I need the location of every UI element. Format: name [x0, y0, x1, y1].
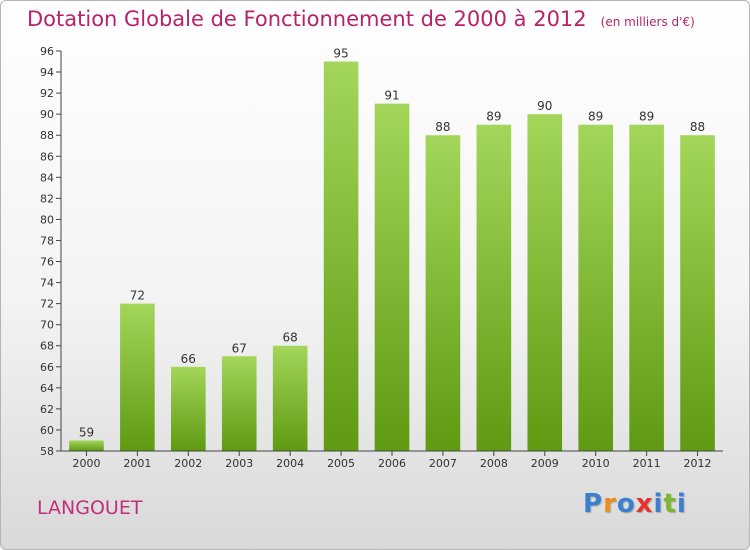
data-label-2009: 90 [537, 99, 552, 113]
x-tick-label: 2008 [480, 457, 508, 470]
chart-subtitle: (en milliers d'€) [600, 15, 695, 29]
logo-letter: i [676, 489, 687, 519]
bar-2002 [170, 366, 206, 451]
data-label-2001: 72 [130, 289, 145, 303]
y-tick-label: 62 [40, 403, 54, 416]
bar-2011 [629, 124, 664, 452]
logo-letter: t [663, 489, 677, 519]
bar-2000 [69, 440, 104, 451]
proxiti-logo: Proxiti [583, 489, 687, 519]
x-tick-label: 2002 [174, 457, 202, 470]
logo-letter: x [635, 489, 654, 519]
logo-letter: P [583, 489, 604, 519]
x-tick-label: 2003 [225, 457, 253, 470]
y-axis: 58 60 62 64 66 68 70 72 74 76 78 80 82 84 86 88 90 92 94 96 [40, 45, 62, 458]
y-tick-label: 72 [40, 298, 54, 311]
x-tick-label: 2006 [378, 457, 406, 470]
x-tick-label: 2001 [123, 457, 151, 470]
y-tick-label: 66 [40, 361, 54, 374]
data-label-2000: 59 [79, 425, 94, 439]
y-tick-label: 58 [40, 445, 54, 458]
y-tick-label: 78 [40, 234, 54, 247]
y-tick-label: 90 [40, 108, 54, 121]
y-tick-label: 64 [40, 382, 54, 395]
y-tick-label: 68 [40, 340, 54, 353]
y-tick-label: 60 [40, 424, 54, 437]
bar-2008 [476, 124, 512, 452]
x-tick-label: 2000 [72, 457, 100, 470]
y-tick-label: 92 [40, 87, 54, 100]
bar-2006 [374, 103, 410, 451]
x-tick-label: 2011 [633, 457, 661, 470]
y-tick-label: 76 [40, 256, 54, 269]
logo-letter: r [603, 489, 617, 519]
bar-2010 [578, 124, 614, 452]
bar-2003 [221, 356, 257, 451]
y-tick-label: 94 [40, 66, 54, 79]
data-label-2010: 89 [588, 110, 603, 124]
bar-2001 [120, 303, 155, 451]
y-tick-label: 70 [40, 319, 54, 332]
title-line: Dotation Globale de Fonctionnement de 20… [27, 7, 695, 31]
y-tick-label: 84 [40, 171, 54, 184]
logo-letter: o [616, 489, 636, 519]
x-tick-label: 2012 [684, 457, 712, 470]
bar-2009 [527, 114, 563, 451]
chart-title: Dotation Globale de Fonctionnement de 20… [27, 7, 587, 31]
data-label-2004: 68 [283, 331, 298, 345]
data-label-2011: 89 [639, 110, 654, 124]
y-tick-label: 74 [40, 277, 54, 290]
data-label-2002: 66 [181, 352, 196, 366]
bar-2004 [272, 345, 308, 451]
x-tick-label: 2007 [429, 457, 457, 470]
y-tick-label: 86 [40, 150, 54, 163]
data-label-2006: 91 [384, 89, 399, 103]
data-label-2007: 88 [435, 120, 450, 134]
logo-letter: i [653, 489, 664, 519]
y-tick-label: 88 [40, 129, 54, 142]
bar-2012 [680, 135, 715, 452]
data-label-2005: 95 [333, 47, 348, 61]
data-label-2003: 67 [232, 341, 247, 355]
bar-2005 [323, 61, 359, 452]
bars: 59 72 66 67 68 95 91 88 89 90 89 89 88 [69, 47, 715, 452]
x-tick-label: 2009 [531, 457, 559, 470]
x-tick-label: 2010 [582, 457, 610, 470]
data-label-2012: 88 [690, 120, 705, 134]
y-tick-label: 96 [40, 45, 54, 58]
x-tick-label: 2004 [276, 457, 304, 470]
x-tick-label: 2005 [327, 457, 355, 470]
x-axis: 2000 2001 2002 2003 2004 2005 2006 2007 2008 2009… [61, 450, 723, 470]
bar-2007 [425, 135, 461, 452]
city-name: LANGOUET [37, 497, 143, 519]
y-tick-label: 80 [40, 213, 54, 226]
y-tick-label: 82 [40, 192, 54, 205]
data-label-2008: 89 [486, 110, 501, 124]
